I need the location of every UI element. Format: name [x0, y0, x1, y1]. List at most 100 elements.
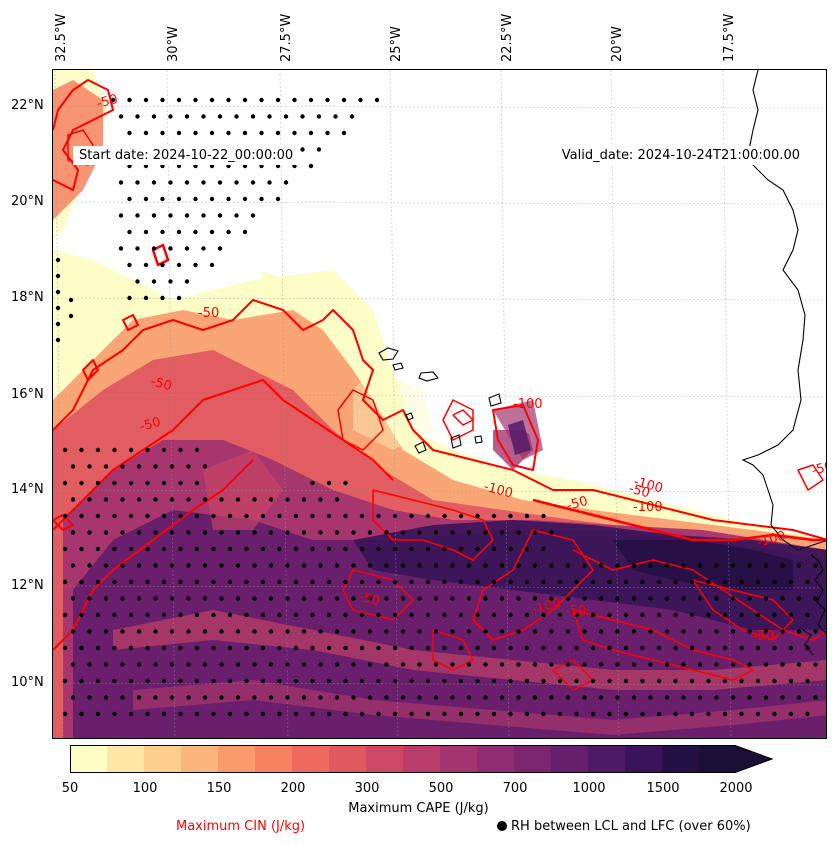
rh-dot — [95, 480, 101, 486]
rh-dot — [285, 497, 290, 502]
rh-dot — [201, 246, 206, 251]
rh-dot — [772, 645, 777, 651]
rh-dot — [640, 612, 645, 618]
rh-dot — [234, 114, 239, 119]
cin-contour-label: -50 — [149, 374, 173, 394]
rh-dot — [788, 579, 794, 585]
rh-dot — [631, 563, 637, 568]
rh-dot — [325, 130, 330, 136]
rh-dot — [359, 645, 365, 651]
rh-dot — [333, 114, 338, 119]
rh-dot — [549, 662, 554, 667]
rh-dot — [87, 695, 92, 700]
rh-dot — [168, 114, 173, 119]
coastline-segment — [378, 347, 399, 361]
rh-dot — [565, 596, 571, 601]
rh-dot — [425, 645, 431, 651]
rh-dot — [656, 678, 662, 684]
rh-dot — [367, 662, 373, 667]
graticule-parallel — [53, 682, 826, 686]
rh-dot — [747, 695, 752, 700]
lon-label: 32.5°W — [54, 13, 69, 62]
dot-icon — [497, 821, 507, 831]
rh-dot — [458, 579, 464, 585]
graticule — [53, 70, 826, 738]
cin-contour — [53, 79, 114, 191]
rh-dot — [260, 612, 266, 618]
rh-dot — [442, 513, 447, 519]
rh-dot — [136, 497, 142, 502]
rh-dot — [739, 645, 744, 651]
rh-dot — [186, 596, 191, 601]
coastline-segment — [392, 362, 404, 371]
rh-dot — [135, 114, 140, 119]
rh-dot — [475, 711, 480, 717]
rh-dot — [128, 546, 134, 552]
rh-dot — [409, 579, 414, 585]
rh-dot — [136, 596, 142, 601]
rh-dot — [722, 678, 728, 684]
rh-dot — [118, 114, 124, 119]
rh-dot — [160, 97, 165, 103]
rh-dot — [458, 513, 464, 519]
rh-dot — [442, 546, 447, 552]
rh-dot — [755, 711, 761, 717]
rh-dot — [70, 464, 76, 469]
rh-dot — [376, 612, 381, 618]
rh-dot — [79, 513, 84, 519]
rh-dot — [151, 114, 157, 119]
rh-dot — [151, 180, 157, 185]
rh-dot — [161, 447, 167, 453]
rh-dot — [706, 645, 711, 651]
rh-dot — [285, 662, 290, 667]
colorbar-tick-label: 1500 — [646, 781, 680, 796]
rh-dot — [648, 662, 653, 667]
rh-dot — [127, 295, 132, 301]
rh-dot — [376, 513, 381, 519]
rh-dot — [516, 695, 521, 700]
rh-dot — [127, 130, 132, 136]
rh-dot — [689, 678, 695, 684]
rh-dot — [582, 563, 587, 568]
rh-dot — [151, 246, 157, 251]
rh-dot — [374, 97, 380, 103]
rh-dot — [483, 596, 488, 601]
rh-dot — [598, 629, 604, 634]
rh-dot — [681, 695, 686, 700]
rh-dot — [112, 645, 117, 651]
rh-dot — [376, 678, 381, 684]
rh-dot — [244, 612, 249, 618]
rh-dot — [458, 546, 464, 552]
rh-dot — [326, 612, 332, 618]
rh-dot — [557, 612, 563, 618]
rh-dot — [268, 530, 274, 535]
rh-dot — [178, 678, 183, 684]
rh-dot — [714, 662, 719, 667]
rh-dot — [70, 695, 76, 700]
rh-dot — [68, 313, 74, 319]
rh-dot — [161, 711, 167, 717]
rh-dot — [458, 645, 464, 651]
rh-dot — [186, 530, 191, 535]
rh-dot — [112, 546, 117, 552]
rh-dot — [227, 546, 233, 552]
rh-dot — [326, 579, 332, 585]
cin-contour — [532, 498, 826, 542]
rh-dot — [201, 213, 206, 218]
rh-dot — [813, 629, 818, 634]
rh-dot — [118, 246, 124, 251]
rh-dot — [235, 563, 241, 568]
rh-dot — [120, 596, 125, 601]
rh-dot — [508, 645, 513, 651]
rh-dot — [343, 480, 348, 486]
rh-dot — [565, 695, 571, 700]
rh-dot — [640, 678, 645, 684]
rh-dot — [689, 612, 695, 618]
rh-dot — [194, 546, 200, 552]
rh-dot — [318, 563, 323, 568]
rh-dot — [277, 612, 282, 618]
rh-dot — [252, 662, 257, 667]
rh-dot — [376, 546, 381, 552]
rh-dot — [178, 579, 183, 585]
rh-dot — [202, 629, 208, 634]
